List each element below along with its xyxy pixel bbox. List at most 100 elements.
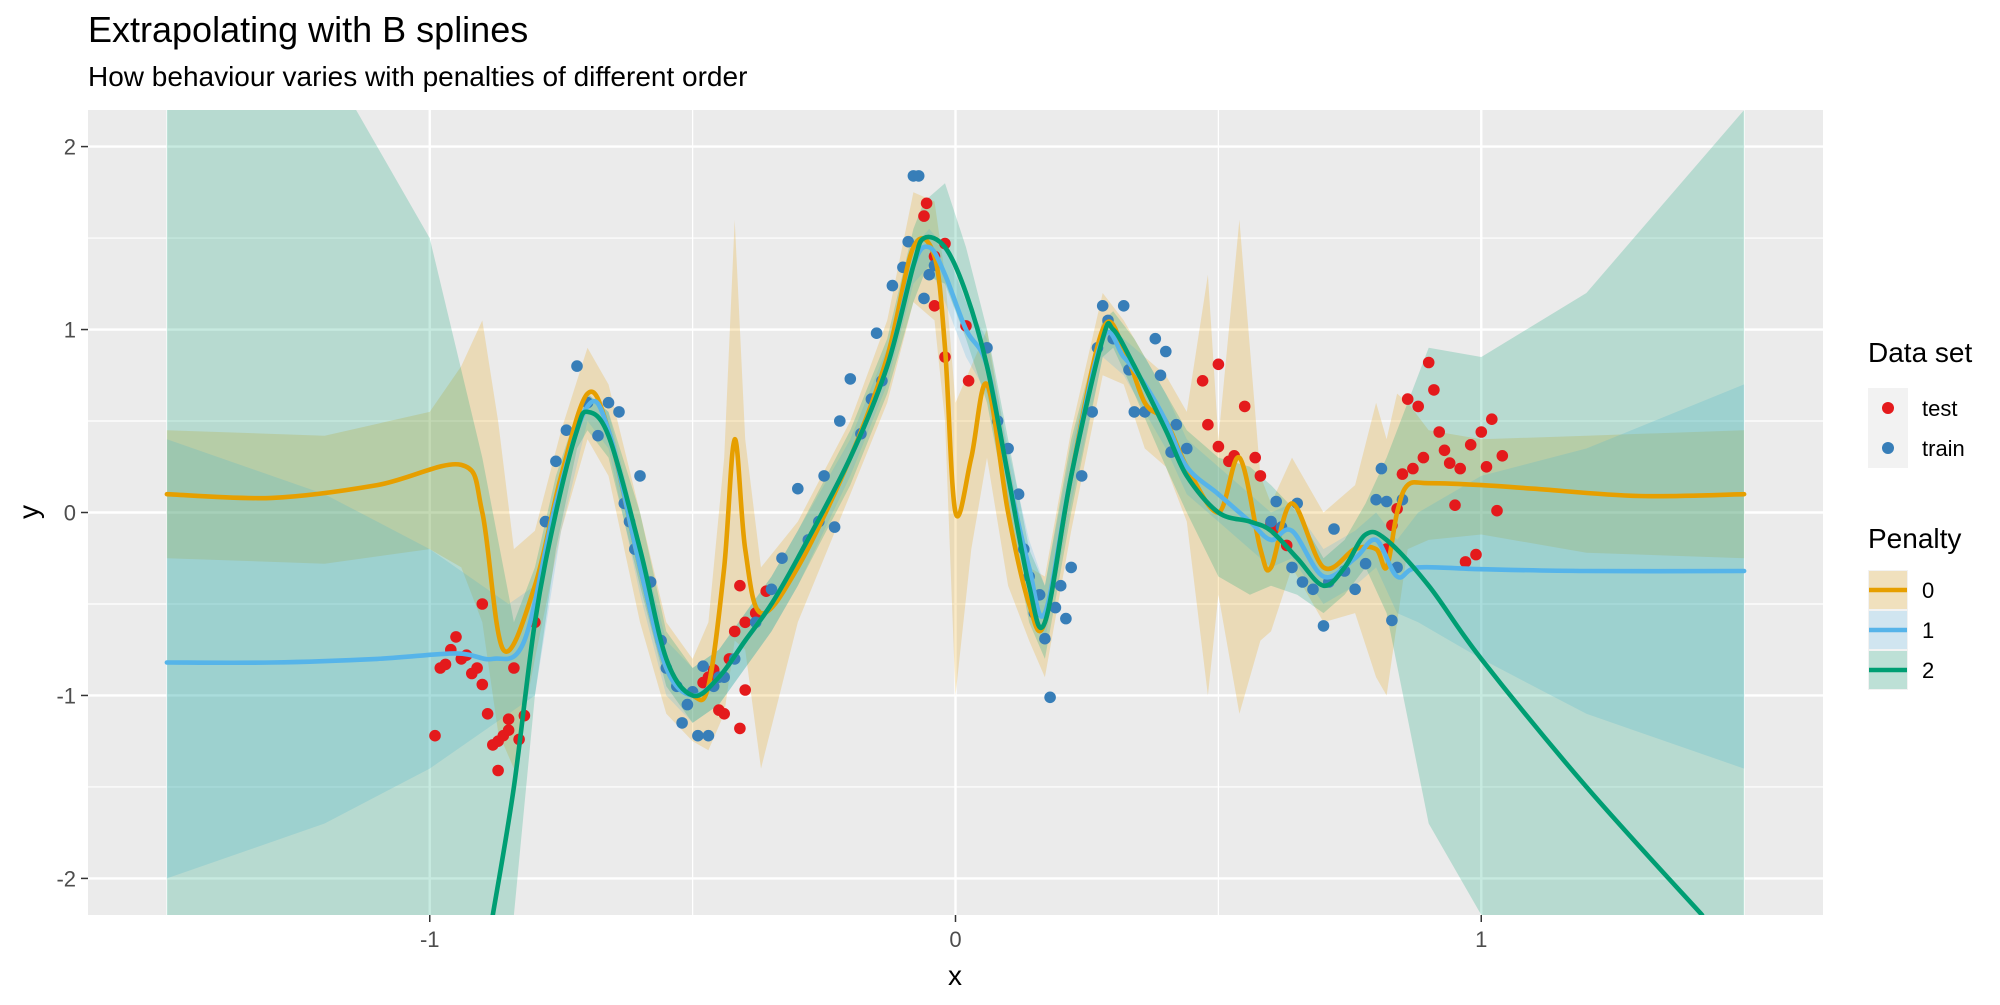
y-axis-title: y (13, 505, 44, 519)
test-point (920, 197, 933, 210)
legend-marker-train (1882, 442, 1894, 454)
test-point (1212, 358, 1225, 371)
train-point (776, 552, 788, 564)
train-point (923, 268, 935, 281)
train-point (602, 396, 615, 409)
test-point (476, 678, 489, 691)
train-point (828, 521, 841, 533)
y-tick-label: -2 (56, 866, 76, 891)
train-point (1296, 576, 1309, 588)
legend-label-train: train (1922, 436, 1965, 461)
train-point (1039, 632, 1051, 645)
legend-marker-test (1882, 402, 1894, 414)
train-point (765, 583, 778, 596)
test-point (502, 724, 515, 736)
train-point (1370, 493, 1382, 506)
test-point (439, 658, 452, 671)
test-point (1443, 457, 1456, 469)
ribbon-penalty-0 (166, 192, 1745, 769)
test-point (1407, 462, 1419, 475)
train-point (1307, 583, 1319, 596)
train-point (1044, 691, 1056, 704)
y-tick-label: 0 (64, 501, 76, 526)
legend-penalty: 0 1 2 (1868, 570, 1934, 690)
test-point (1454, 462, 1466, 475)
train-point (1054, 579, 1067, 592)
train-point (1359, 557, 1372, 570)
test-point (1433, 426, 1445, 438)
line-penalty-0 (164, 236, 1747, 703)
test-point (1249, 451, 1261, 464)
test-point (718, 708, 730, 720)
train-point (1270, 495, 1282, 508)
train-point (1286, 561, 1298, 574)
train-point (1012, 488, 1025, 501)
train-point (1154, 369, 1167, 382)
test-point (1422, 356, 1435, 369)
test-point (1459, 556, 1472, 568)
test-point (1212, 440, 1225, 453)
test-point (481, 708, 494, 720)
y-axis: -2 -1 0 1 2 (56, 135, 88, 891)
test-point (928, 300, 941, 312)
chart-title: Extrapolating with B splines (88, 9, 528, 50)
test-point (962, 375, 975, 387)
test-point (1412, 400, 1424, 413)
legend-data-set: test train (1868, 388, 1965, 468)
train-point (697, 660, 709, 672)
test-point (502, 713, 515, 725)
legend-label-penalty-2: 2 (1922, 658, 1934, 683)
legend-label-test: test (1922, 396, 1957, 421)
test-point (1428, 384, 1440, 396)
test-point (492, 764, 504, 777)
test-point (1449, 499, 1461, 512)
lines-layer (164, 234, 1747, 915)
train-point (592, 429, 604, 442)
legend-label-penalty-1: 1 (1922, 618, 1934, 643)
train-point (692, 729, 704, 742)
train-point (918, 292, 930, 305)
train-point (834, 415, 846, 427)
y-tick-label: 2 (64, 135, 76, 160)
test-point (728, 625, 741, 638)
test-point (1480, 461, 1493, 473)
test-point (471, 662, 483, 674)
test-point (508, 662, 520, 674)
train-point (1386, 614, 1398, 627)
test-point (1475, 426, 1488, 438)
test-point (1438, 444, 1451, 457)
train-point (886, 279, 899, 292)
train-point (1160, 345, 1172, 358)
legend: Data set test train Penalty 0 1 2 (1868, 337, 1972, 690)
test-point (450, 631, 462, 643)
train-point (1117, 300, 1130, 312)
x-axis-title: x (948, 960, 962, 991)
legend-title-data-set: Data set (1868, 337, 1972, 368)
train-point (1380, 495, 1393, 508)
train-point (912, 170, 925, 182)
train-point (702, 729, 715, 742)
train-point (1170, 418, 1183, 431)
test-point (1491, 504, 1503, 517)
train-point (844, 373, 857, 385)
test-point (1401, 393, 1414, 405)
test-point (429, 729, 441, 742)
train-point (1049, 601, 1062, 614)
legend-title-penalty: Penalty (1868, 523, 1961, 554)
y-tick-label: -1 (56, 683, 76, 708)
test-point (734, 579, 746, 592)
train-point (902, 235, 914, 248)
test-point (1396, 468, 1409, 480)
x-axis: -1 0 1 (420, 915, 1487, 952)
legend-label-penalty-0: 0 (1922, 578, 1934, 603)
train-point (550, 455, 562, 468)
train-point (1328, 523, 1340, 535)
train-point (792, 482, 804, 495)
train-point (1149, 332, 1162, 345)
train-point (1075, 470, 1088, 482)
train-point (1096, 300, 1109, 312)
test-point (1486, 413, 1498, 426)
line-penalty-2 (490, 234, 1705, 915)
test-point (1238, 400, 1251, 413)
